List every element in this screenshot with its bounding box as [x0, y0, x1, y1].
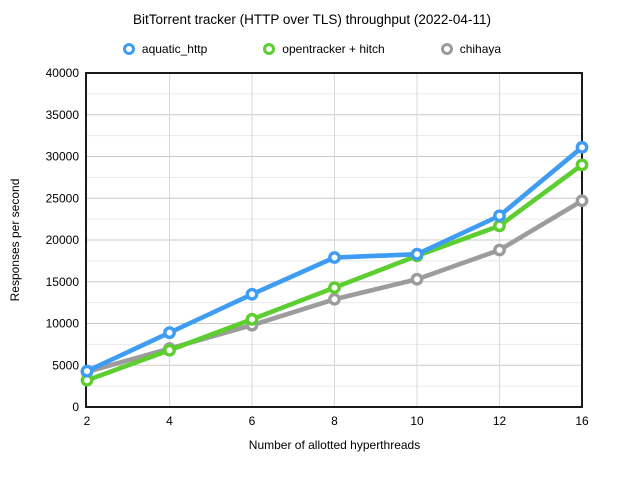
chart-title: BitTorrent tracker (HTTP over TLS) throu…: [133, 12, 491, 27]
y-axis-title: Responses per second: [8, 178, 22, 302]
svg-text:16: 16: [575, 414, 589, 428]
svg-text:10000: 10000: [46, 317, 80, 331]
legend: aquatic_http opentracker + hitch chihaya: [0, 42, 624, 56]
legend-label: chihaya: [459, 42, 502, 56]
svg-text:8: 8: [331, 414, 338, 428]
legend-ring-icon: [440, 43, 453, 55]
svg-text:2: 2: [84, 414, 91, 428]
svg-text:20000: 20000: [46, 233, 80, 247]
svg-text:4: 4: [166, 414, 173, 428]
svg-text:40000: 40000: [46, 66, 80, 80]
svg-text:6: 6: [249, 414, 256, 428]
legend-item-aquatic-http: aquatic_http: [122, 42, 208, 56]
legend-label: opentracker + hitch: [282, 42, 385, 56]
legend-item-opentracker-hitch: opentracker + hitch: [263, 42, 385, 56]
x-axis-title: Number of allotted hyperthreads: [248, 438, 421, 452]
legend-item-chihaya: chihaya: [440, 42, 502, 56]
svg-text:5000: 5000: [52, 358, 79, 372]
svg-text:25000: 25000: [46, 191, 80, 205]
svg-text:12: 12: [493, 414, 507, 428]
svg-text:30000: 30000: [46, 150, 80, 164]
legend-ring-icon: [122, 43, 135, 55]
svg-text:35000: 35000: [46, 108, 80, 122]
svg-text:0: 0: [72, 400, 79, 414]
legend-label: aquatic_http: [141, 42, 208, 56]
svg-text:10: 10: [410, 414, 424, 428]
legend-ring-icon: [263, 43, 276, 55]
svg-text:15000: 15000: [46, 275, 80, 289]
